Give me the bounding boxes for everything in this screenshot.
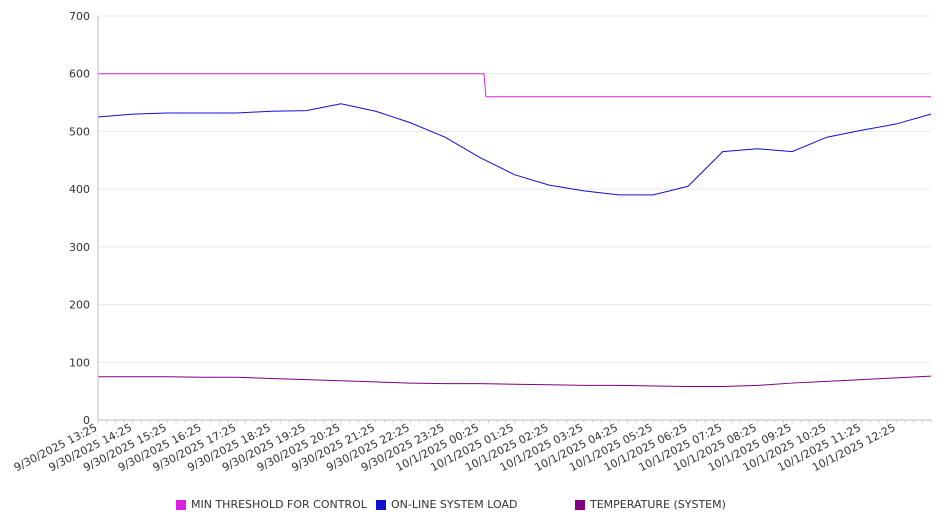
y-tick-label: 100 [69, 356, 90, 369]
y-tick-label: 300 [69, 241, 90, 254]
y-tick-label: 500 [69, 125, 90, 138]
legend-item-system-load[interactable]: ON-LINE SYSTEM LOAD [376, 498, 517, 511]
series-line-1 [97, 103, 932, 196]
legend-label-system-load: ON-LINE SYSTEM LOAD [391, 498, 518, 511]
y-tick-label: 200 [69, 299, 90, 312]
y-axis-ticks: 0 100 200 300 400 500 600 700 [69, 10, 90, 427]
legend-item-min-threshold[interactable]: MIN THRESHOLD FOR CONTROL [176, 498, 367, 511]
gridlines [98, 15, 931, 421]
legend-label-min-threshold: MIN THRESHOLD FOR CONTROL [191, 498, 367, 511]
series-lines [97, 73, 932, 388]
legend-item-temperature[interactable]: TEMPERATURE (SYSTEM) [575, 498, 726, 511]
y-tick-label: 700 [69, 10, 90, 23]
y-tick-label: 0 [83, 414, 90, 427]
y-tick-label: 400 [69, 183, 90, 196]
series-line-2 [98, 375, 932, 388]
legend-swatch-min-threshold [176, 499, 186, 510]
legend: MIN THRESHOLD FOR CONTROL ON-LINE SYSTEM… [0, 498, 946, 514]
x-axis-ticks: 9/30/2025 13:259/30/2025 14:259/30/2025 … [12, 420, 932, 474]
series-line-0 [98, 73, 931, 98]
legend-swatch-temperature [575, 499, 585, 510]
legend-swatch-system-load [376, 499, 386, 510]
y-tick-label: 600 [69, 68, 90, 81]
legend-label-temperature: TEMPERATURE (SYSTEM) [590, 498, 726, 511]
